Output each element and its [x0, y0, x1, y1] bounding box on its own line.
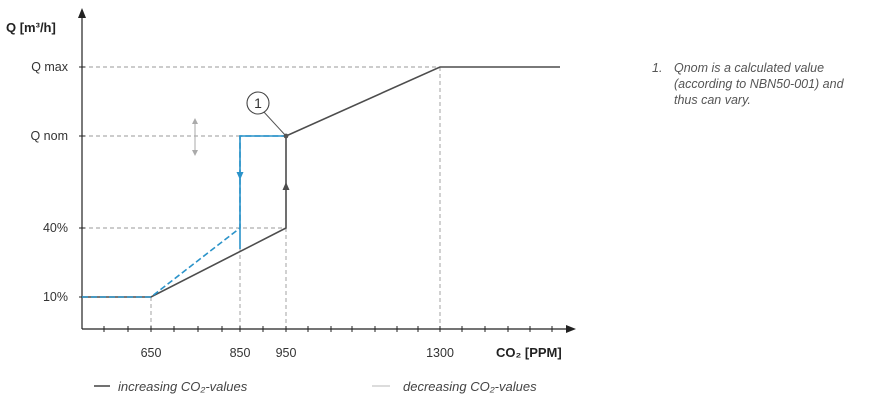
marker-circle — [246, 91, 270, 115]
y-tick-label-Qmax: Q max — [31, 60, 69, 74]
axis-labels: Q [m³/h] CO₂ [PPM] 10% 40% Q nom Q max 650 850 9… — [6, 20, 562, 360]
legend: increasing CO₂-values decreasing CO₂-valu… — [94, 379, 537, 394]
qnom-variation-up-icon — [192, 118, 198, 124]
footnote-text: Qnom is a calculated value (according to… — [674, 61, 844, 107]
x-tick-label-1300: 1300 — [426, 346, 454, 360]
y-tick-label-Qnom: Q nom — [30, 129, 68, 143]
y-axis-arrow — [78, 8, 86, 18]
series-increasing-line — [82, 66, 560, 298]
series-decreasing-step — [239, 135, 286, 249]
series-decreasing-line — [82, 135, 286, 298]
series-lines: 1 — [82, 66, 560, 298]
increasing-arrow-icon — [282, 182, 290, 190]
legend-decreasing-label: decreasing CO₂-values — [403, 379, 537, 394]
axes — [78, 8, 576, 333]
legend-increasing-label: increasing CO₂-values — [118, 379, 248, 394]
y-axis-title: Q [m³/h] — [6, 20, 56, 35]
marker-point — [283, 133, 289, 139]
marker-leader-line — [262, 110, 287, 137]
y-tick-label-10: 10% — [43, 290, 68, 304]
x-axis-title: CO₂ [PPM] — [496, 345, 562, 360]
y-tick-label-40: 40% — [43, 221, 68, 235]
x-tick-label-650: 650 — [141, 346, 162, 360]
decreasing-arrow-icon — [236, 172, 244, 180]
x-tick-label-950: 950 — [276, 346, 297, 360]
x-tick-label-850: 850 — [230, 346, 251, 360]
marker-label: 1 — [254, 95, 262, 111]
axis-ticks — [79, 66, 553, 332]
x-axis-arrow — [566, 325, 576, 333]
qnom-variation-down-icon — [192, 150, 198, 156]
footnote-number: 1. — [652, 61, 663, 75]
